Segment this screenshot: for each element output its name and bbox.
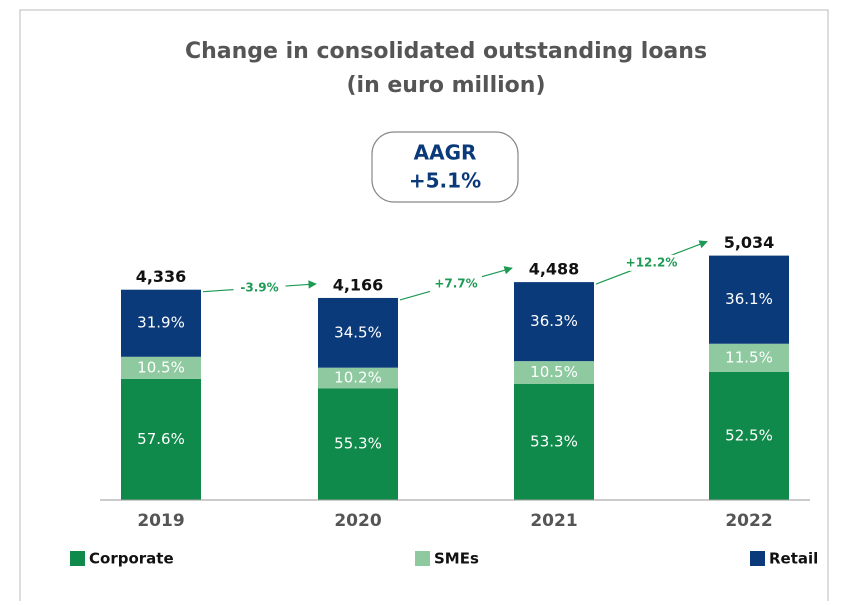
legend-label: SMEs [434,550,479,568]
frame [19,9,829,605]
bar-segment [514,361,594,384]
total-label: 4,336 [136,267,187,286]
bar-segment [318,367,398,389]
segment-label: 34.5% [334,323,382,341]
segment-label: 55.3% [334,435,382,453]
growth-label: -3.9% [240,280,278,294]
total-label: 4,166 [333,275,384,294]
x-tick-label: 2022 [725,511,772,531]
segment-label: 36.3% [530,312,578,330]
segment-label: 31.9% [137,314,185,332]
bar-segment [121,356,201,379]
bar-segment [514,282,594,362]
chart-subtitle: (in euro million) [346,73,545,98]
segment-label: 36.1% [725,290,773,308]
bar-segment [709,255,789,344]
segment-label: 10.5% [137,358,185,376]
legend-label: Retail [769,550,818,568]
bar-segment [709,343,789,372]
chart-title: Change in consolidated outstanding loans [185,39,707,64]
legend-swatch [750,551,765,566]
legend-label: Corporate [89,550,174,568]
x-tick-label: 2021 [530,511,577,531]
callout-box [371,131,519,203]
bar-segment [318,297,398,368]
bar-segment [121,289,201,357]
segment-label: 57.6% [137,430,185,448]
growth-label-bg [625,254,678,271]
segment-label: 10.2% [334,368,382,386]
callout-label: AAGR [414,141,477,165]
total-label: 5,034 [724,233,775,252]
growth-label: +7.7% [434,277,477,291]
segment-label: 53.3% [530,432,578,450]
callout-value: +5.1% [409,169,481,193]
bar-segment [709,371,789,500]
growth-label: +12.2% [626,255,678,269]
x-tick-label: 2019 [137,511,184,531]
legend-swatch [70,551,85,566]
segment-label: 11.5% [725,348,773,366]
legend-swatch [415,551,430,566]
segment-label: 10.5% [530,363,578,381]
x-tick-label: 2020 [334,511,381,531]
bar-segment [514,383,594,500]
total-label: 4,488 [529,260,580,279]
bar-segment [318,388,398,500]
growth-label-bg [233,279,286,296]
segment-label: 52.5% [725,426,773,444]
bar-segment [121,378,201,500]
growth-label-bg [430,276,482,293]
